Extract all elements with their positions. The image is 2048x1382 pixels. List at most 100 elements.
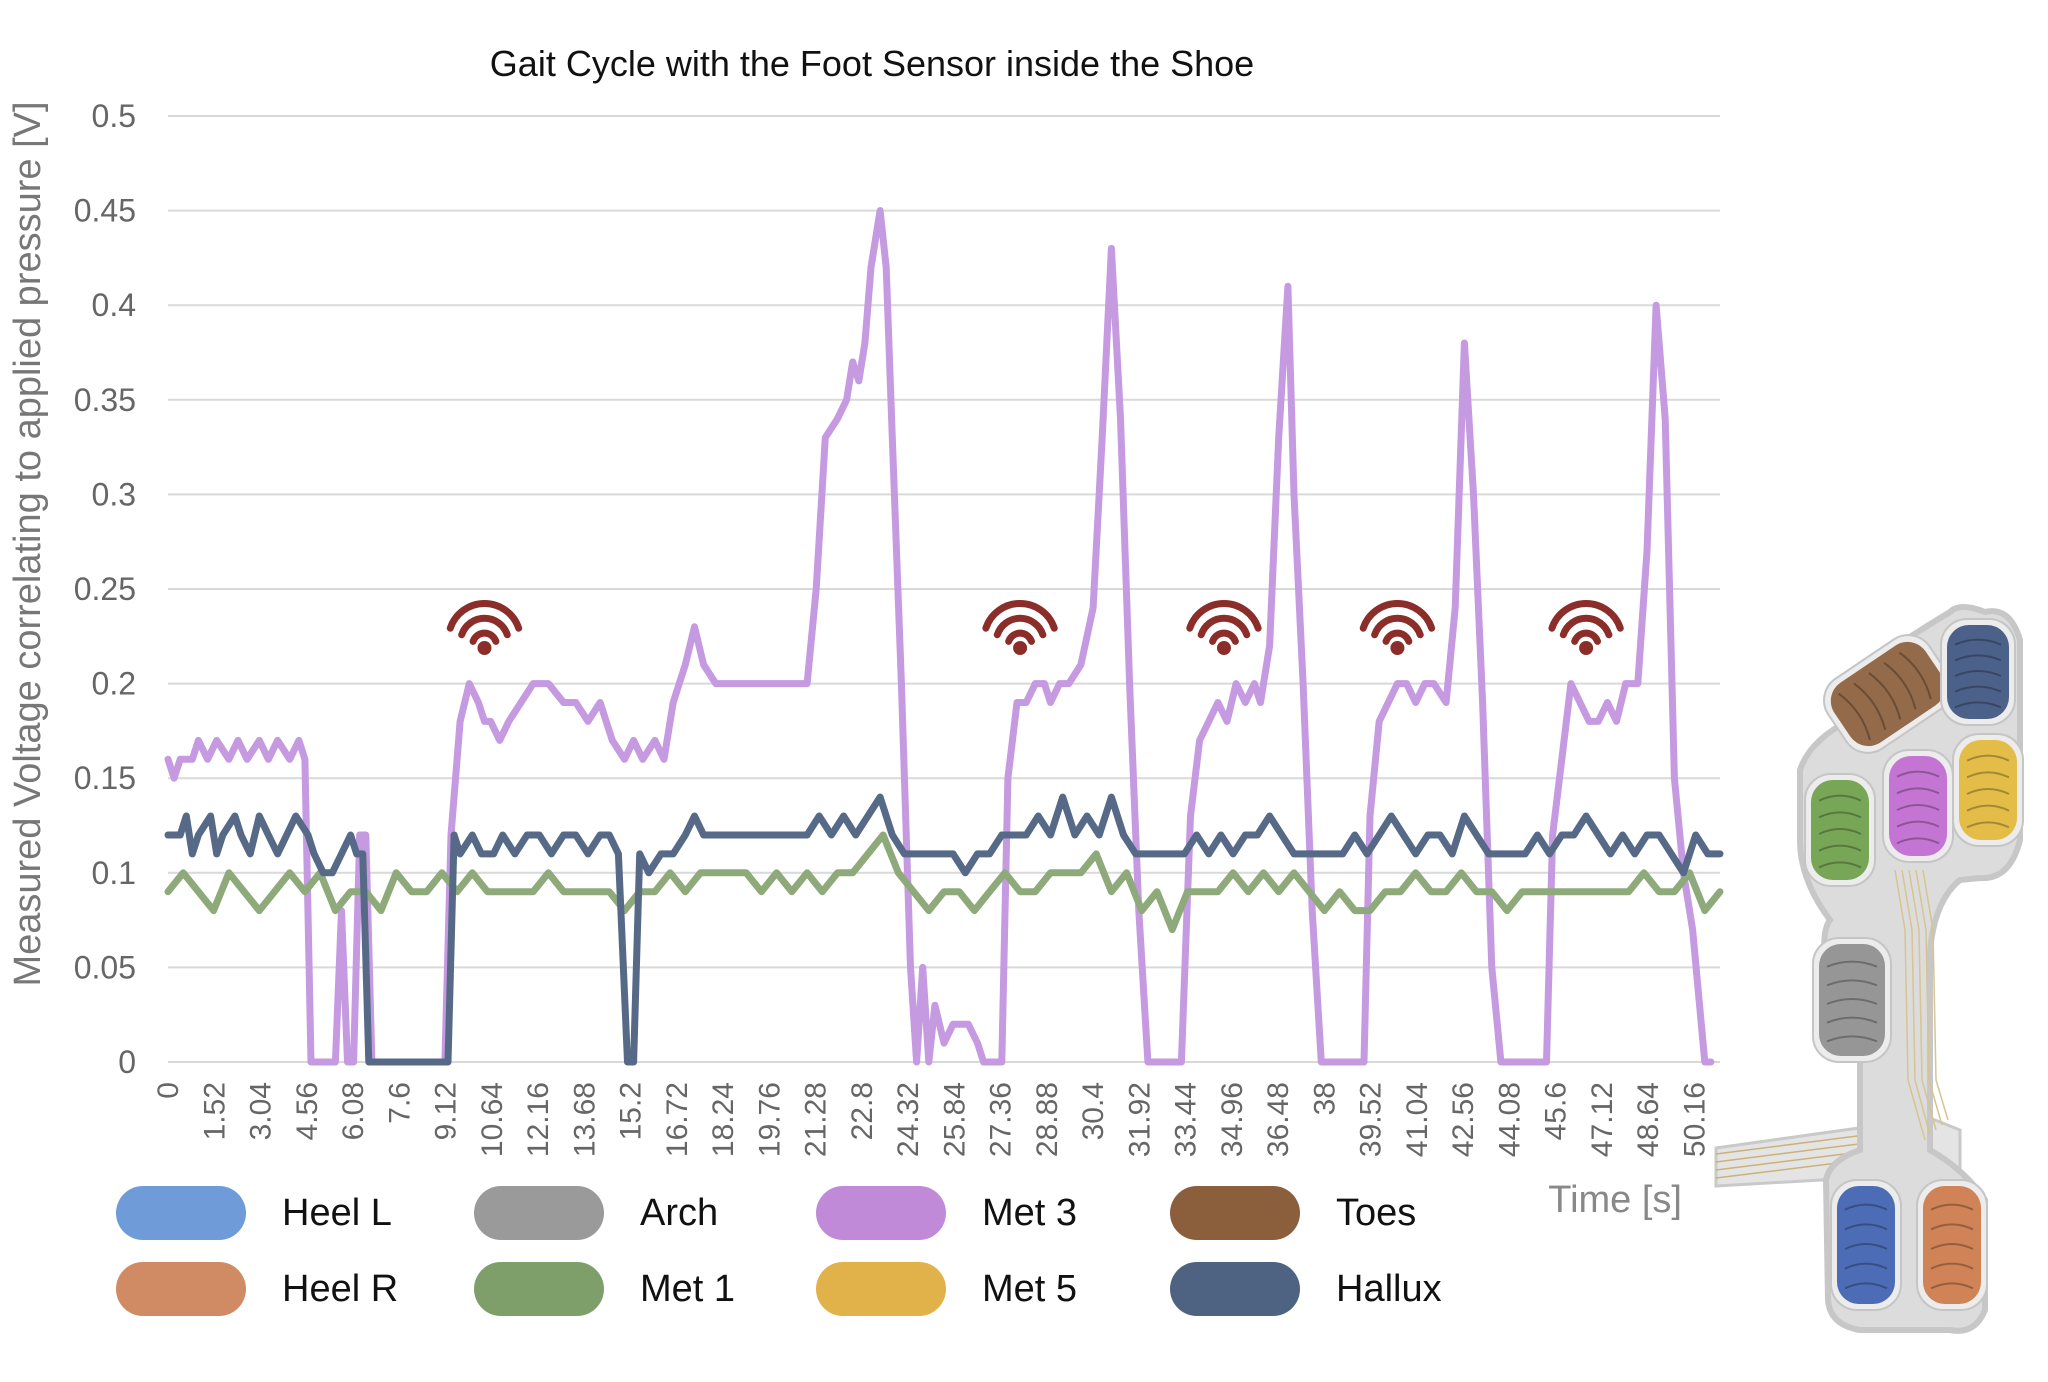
legend-swatch — [816, 1262, 946, 1316]
insole-traces — [1894, 869, 1949, 1141]
x-tick-label: 10.64 — [476, 1082, 509, 1157]
legend-label: Met 3 — [982, 1192, 1077, 1234]
x-tick-label: 18.24 — [707, 1082, 740, 1157]
wifi-dot — [477, 641, 492, 655]
insole-pad-line — [1896, 804, 1940, 811]
insole-pad-line — [1966, 754, 2010, 762]
insole-pad-line — [1844, 1203, 1888, 1211]
y-tick-label: 0.05 — [74, 949, 136, 985]
x-tick-label: 47.12 — [1586, 1082, 1619, 1157]
wifi-arc — [1359, 600, 1436, 632]
x-tick-label: 36.48 — [1262, 1082, 1295, 1157]
x-tick-label: 41.04 — [1401, 1082, 1434, 1157]
insole-pad-line — [1954, 701, 2002, 709]
insole-pad-heel-r — [1916, 1179, 1988, 1311]
legend-label: Heel R — [282, 1268, 398, 1310]
x-ticks: 0 1.52 3.04 4.56 6.08 7.6 9.12 10.64 12.16 13.68 1… — [152, 1082, 1711, 1157]
x-tick-label: 13.68 — [568, 1082, 601, 1157]
legend-label: Arch — [640, 1192, 718, 1234]
insole-pad-line — [1966, 804, 2010, 812]
y-tick-label: 0 — [118, 1044, 136, 1080]
legend-swatch — [1170, 1262, 1300, 1316]
wifi-arc — [1186, 600, 1262, 632]
wifi-arc — [1005, 629, 1035, 645]
wifi-icon — [982, 600, 1058, 655]
insole-pad-fill — [1830, 641, 1946, 747]
x-tick-label: 0 — [152, 1082, 185, 1099]
x-tick-label: 12.16 — [522, 1082, 555, 1157]
x-tick-label: 38 — [1308, 1082, 1341, 1115]
x-tick-label: 33.44 — [1170, 1082, 1203, 1157]
wifi-arc — [469, 629, 500, 645]
wifi-arc — [993, 614, 1047, 639]
x-tick-label: 24.32 — [892, 1082, 925, 1157]
series-line-met-3 — [164, 207, 1715, 1066]
insole-pad-line — [1883, 661, 1917, 710]
insole-pad-line — [1818, 794, 1862, 802]
insole-pad-hallux — [1940, 618, 2016, 726]
insole-pad-fill — [1811, 780, 1869, 880]
y-ticks: 0 0.05 0.1 0.15 0.2 0.25 0.3 0.35 0.4 0.45 0.5 — [74, 98, 136, 1080]
insole-pad-line — [1954, 654, 2002, 662]
insole-pad-line — [1818, 861, 1862, 869]
insole-pad-line — [1868, 672, 1902, 720]
insole-pad-line — [1844, 1262, 1888, 1270]
insole-pad-line — [1930, 1243, 1974, 1250]
legend-item-heel-l: Heel L — [116, 1186, 392, 1240]
insole-pad-line — [1898, 651, 1932, 700]
insole-pad-line — [1826, 979, 1878, 987]
x-tick-label: 50.16 — [1678, 1082, 1711, 1157]
series-line-hallux — [164, 793, 1724, 1066]
wifi-arc — [982, 600, 1058, 632]
x-tick-label: 19.76 — [753, 1082, 786, 1157]
insole-pad-fill — [1923, 1186, 1981, 1304]
series-line-met-1 — [164, 831, 1724, 934]
x-tick-label: 45.6 — [1540, 1082, 1573, 1140]
wifi-icon — [446, 600, 523, 655]
x-tick-label: 15.2 — [615, 1082, 648, 1140]
x-tick-label: 42.56 — [1447, 1082, 1480, 1157]
x-tick-label: 22.8 — [846, 1082, 879, 1140]
legend-swatch — [474, 1262, 604, 1316]
legend-item-toes: Toes — [1170, 1186, 1416, 1240]
y-tick-label: 0.15 — [74, 760, 136, 796]
legend-item-met-1: Met 1 — [474, 1262, 735, 1316]
legend-item-met-5: Met 5 — [816, 1262, 1077, 1316]
wifi-icon — [1186, 600, 1262, 655]
wifi-arc — [1559, 614, 1613, 639]
legend-swatch — [474, 1186, 604, 1240]
wifi-dot — [1216, 641, 1231, 655]
legend: Heel L Arch Met 3 Toes Heel R Met 1 Met 5 Hallu… — [116, 1186, 1442, 1316]
insole-pad-line — [1954, 638, 2002, 646]
legend-swatch — [116, 1186, 246, 1240]
series-layer — [164, 207, 1724, 1066]
insole-pad-line — [1896, 770, 1940, 778]
x-tick-label: 48.64 — [1632, 1082, 1665, 1157]
x-tick-label: 9.12 — [430, 1082, 463, 1140]
insole-pad-line — [1826, 1016, 1878, 1024]
legend-swatch — [1170, 1186, 1300, 1240]
y-tick-label: 0.3 — [92, 476, 136, 512]
insole-pad-line — [1818, 811, 1862, 819]
insole-pad-line — [1853, 682, 1887, 730]
wifi-arc — [1197, 614, 1251, 639]
wifi-icon — [1359, 600, 1436, 655]
legend-label: Heel L — [282, 1192, 392, 1234]
insole-pad-line — [1930, 1203, 1974, 1211]
insole-pad-line — [1844, 1223, 1888, 1231]
y-axis-label: Measured Voltage correlating to applied … — [7, 101, 49, 986]
wifi-arc — [446, 600, 523, 632]
wifi-arc — [1571, 629, 1601, 645]
legend-label: Toes — [1336, 1192, 1416, 1234]
insole-pad-line — [1966, 788, 2010, 795]
legend-item-met-3: Met 3 — [816, 1186, 1077, 1240]
insole-pad-heel-l — [1830, 1179, 1902, 1311]
insole-pad-line — [1826, 960, 1878, 968]
chart-title: Gait Cycle with the Foot Sensor inside t… — [490, 43, 1254, 84]
insole-pad-line — [1896, 820, 1940, 828]
x-tick-label: 16.72 — [661, 1082, 694, 1157]
legend-swatch — [816, 1186, 946, 1240]
insole-pad-line — [1826, 1035, 1878, 1043]
insole-pad-line — [1954, 685, 2002, 693]
y-tick-label: 0.2 — [92, 666, 136, 702]
